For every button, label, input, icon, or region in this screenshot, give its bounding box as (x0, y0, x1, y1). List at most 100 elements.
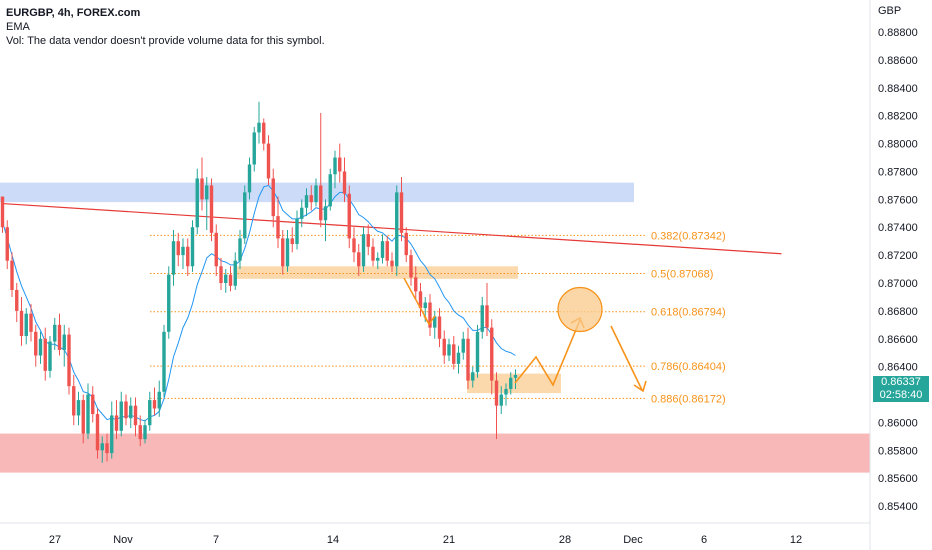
candle (437, 308, 442, 348)
candle (452, 335, 456, 370)
candle-body (281, 238, 285, 267)
candle (224, 269, 228, 293)
time-tick-label: Nov (113, 534, 133, 546)
candle (471, 366, 475, 388)
candle (366, 224, 370, 256)
candle (162, 324, 166, 398)
candle (100, 436, 104, 463)
candle (15, 283, 19, 323)
candle-body (395, 192, 399, 267)
candle (57, 313, 62, 356)
candle (205, 177, 209, 231)
candle-body (418, 291, 423, 309)
candle-body (81, 400, 85, 434)
candle-body (357, 252, 361, 267)
candle (257, 101, 261, 144)
candle-body (257, 122, 261, 133)
candle (233, 252, 237, 290)
candle (124, 394, 128, 426)
candle-body (5, 227, 9, 261)
time-tick-label: 12 (790, 534, 802, 546)
price-tick-label: 0.88600 (878, 55, 918, 67)
candle-body (423, 302, 427, 309)
candle-body (53, 324, 57, 342)
fib-level-label: 0.618(0.86794) (651, 307, 726, 319)
candle (494, 372, 499, 440)
candle-body (304, 195, 309, 208)
ema-legend-label[interactable]: EMA (6, 21, 30, 33)
current-price-tag: 0.86337 02:58:40 (873, 376, 929, 402)
price-tick-label: 0.86600 (878, 334, 918, 346)
candle-body (219, 266, 223, 284)
fib-zones-layer (237, 266, 561, 394)
price-tick-label: 0.87200 (878, 250, 918, 262)
volume-note: Vol: The data vendor doesn't provide vol… (6, 35, 325, 47)
candle-body (200, 178, 204, 200)
arrow-down-path (403, 277, 429, 323)
fib-levels-layer: 0.382(0.87342) 0.5(0.87068) 0.618(0.86794)… (150, 230, 726, 405)
candle (352, 227, 356, 263)
candle-body (376, 257, 380, 261)
candle-body (490, 327, 494, 381)
candle (371, 238, 375, 267)
candle (143, 419, 147, 444)
candle-body (509, 377, 513, 389)
candle (38, 331, 43, 364)
candle (119, 391, 123, 437)
candle-body (24, 313, 28, 336)
current-price-value: 0.86337 (881, 376, 921, 388)
candle (414, 266, 418, 300)
arrow-down-head (423, 315, 436, 326)
candle-body (504, 388, 508, 395)
candle-body (342, 171, 347, 194)
candle-body (247, 164, 252, 193)
candle (428, 294, 432, 336)
candle-body (338, 157, 342, 172)
candle (319, 112, 323, 228)
candle (281, 230, 285, 275)
candle-body (494, 380, 499, 406)
candle (129, 397, 133, 428)
candle (95, 408, 100, 459)
symbol-title[interactable]: EURGBP, 4h, FOREX.com (6, 7, 141, 19)
candle-body (133, 405, 138, 426)
fib-zone-upper (237, 266, 518, 279)
candle (456, 345, 461, 374)
candle (171, 230, 176, 286)
candle (252, 126, 256, 172)
candle (152, 387, 157, 416)
candle-body (114, 415, 119, 431)
candle-body (371, 246, 375, 261)
candle (509, 372, 513, 395)
candle-body (228, 274, 233, 286)
price-tick-label: 0.87600 (878, 194, 918, 206)
candle-body (499, 394, 503, 406)
candle (167, 266, 171, 339)
candle (243, 185, 247, 244)
candle (342, 157, 347, 203)
candle (409, 249, 413, 286)
fib-level-label: 0.382(0.87342) (651, 230, 726, 242)
candle (29, 303, 33, 342)
candle (148, 391, 152, 431)
candle (461, 331, 465, 360)
candle-body (224, 274, 228, 284)
price-tick-label: 0.85600 (878, 473, 918, 485)
time-tick-label: 28 (559, 534, 571, 546)
candle-body (100, 443, 104, 451)
candle (385, 235, 389, 267)
candle (76, 391, 81, 426)
candle-body (243, 192, 247, 239)
price-tick-label: 0.86400 (878, 362, 918, 374)
time-tick-label: 7 (213, 534, 219, 546)
candle-body (214, 232, 218, 267)
candle-body (143, 425, 147, 440)
price-tick-label: 0.87400 (878, 222, 918, 234)
candle (195, 168, 199, 235)
price-tick-label: 0.86800 (878, 306, 918, 318)
candle-body (157, 391, 161, 409)
candle (262, 118, 266, 151)
candle-body (138, 425, 142, 440)
